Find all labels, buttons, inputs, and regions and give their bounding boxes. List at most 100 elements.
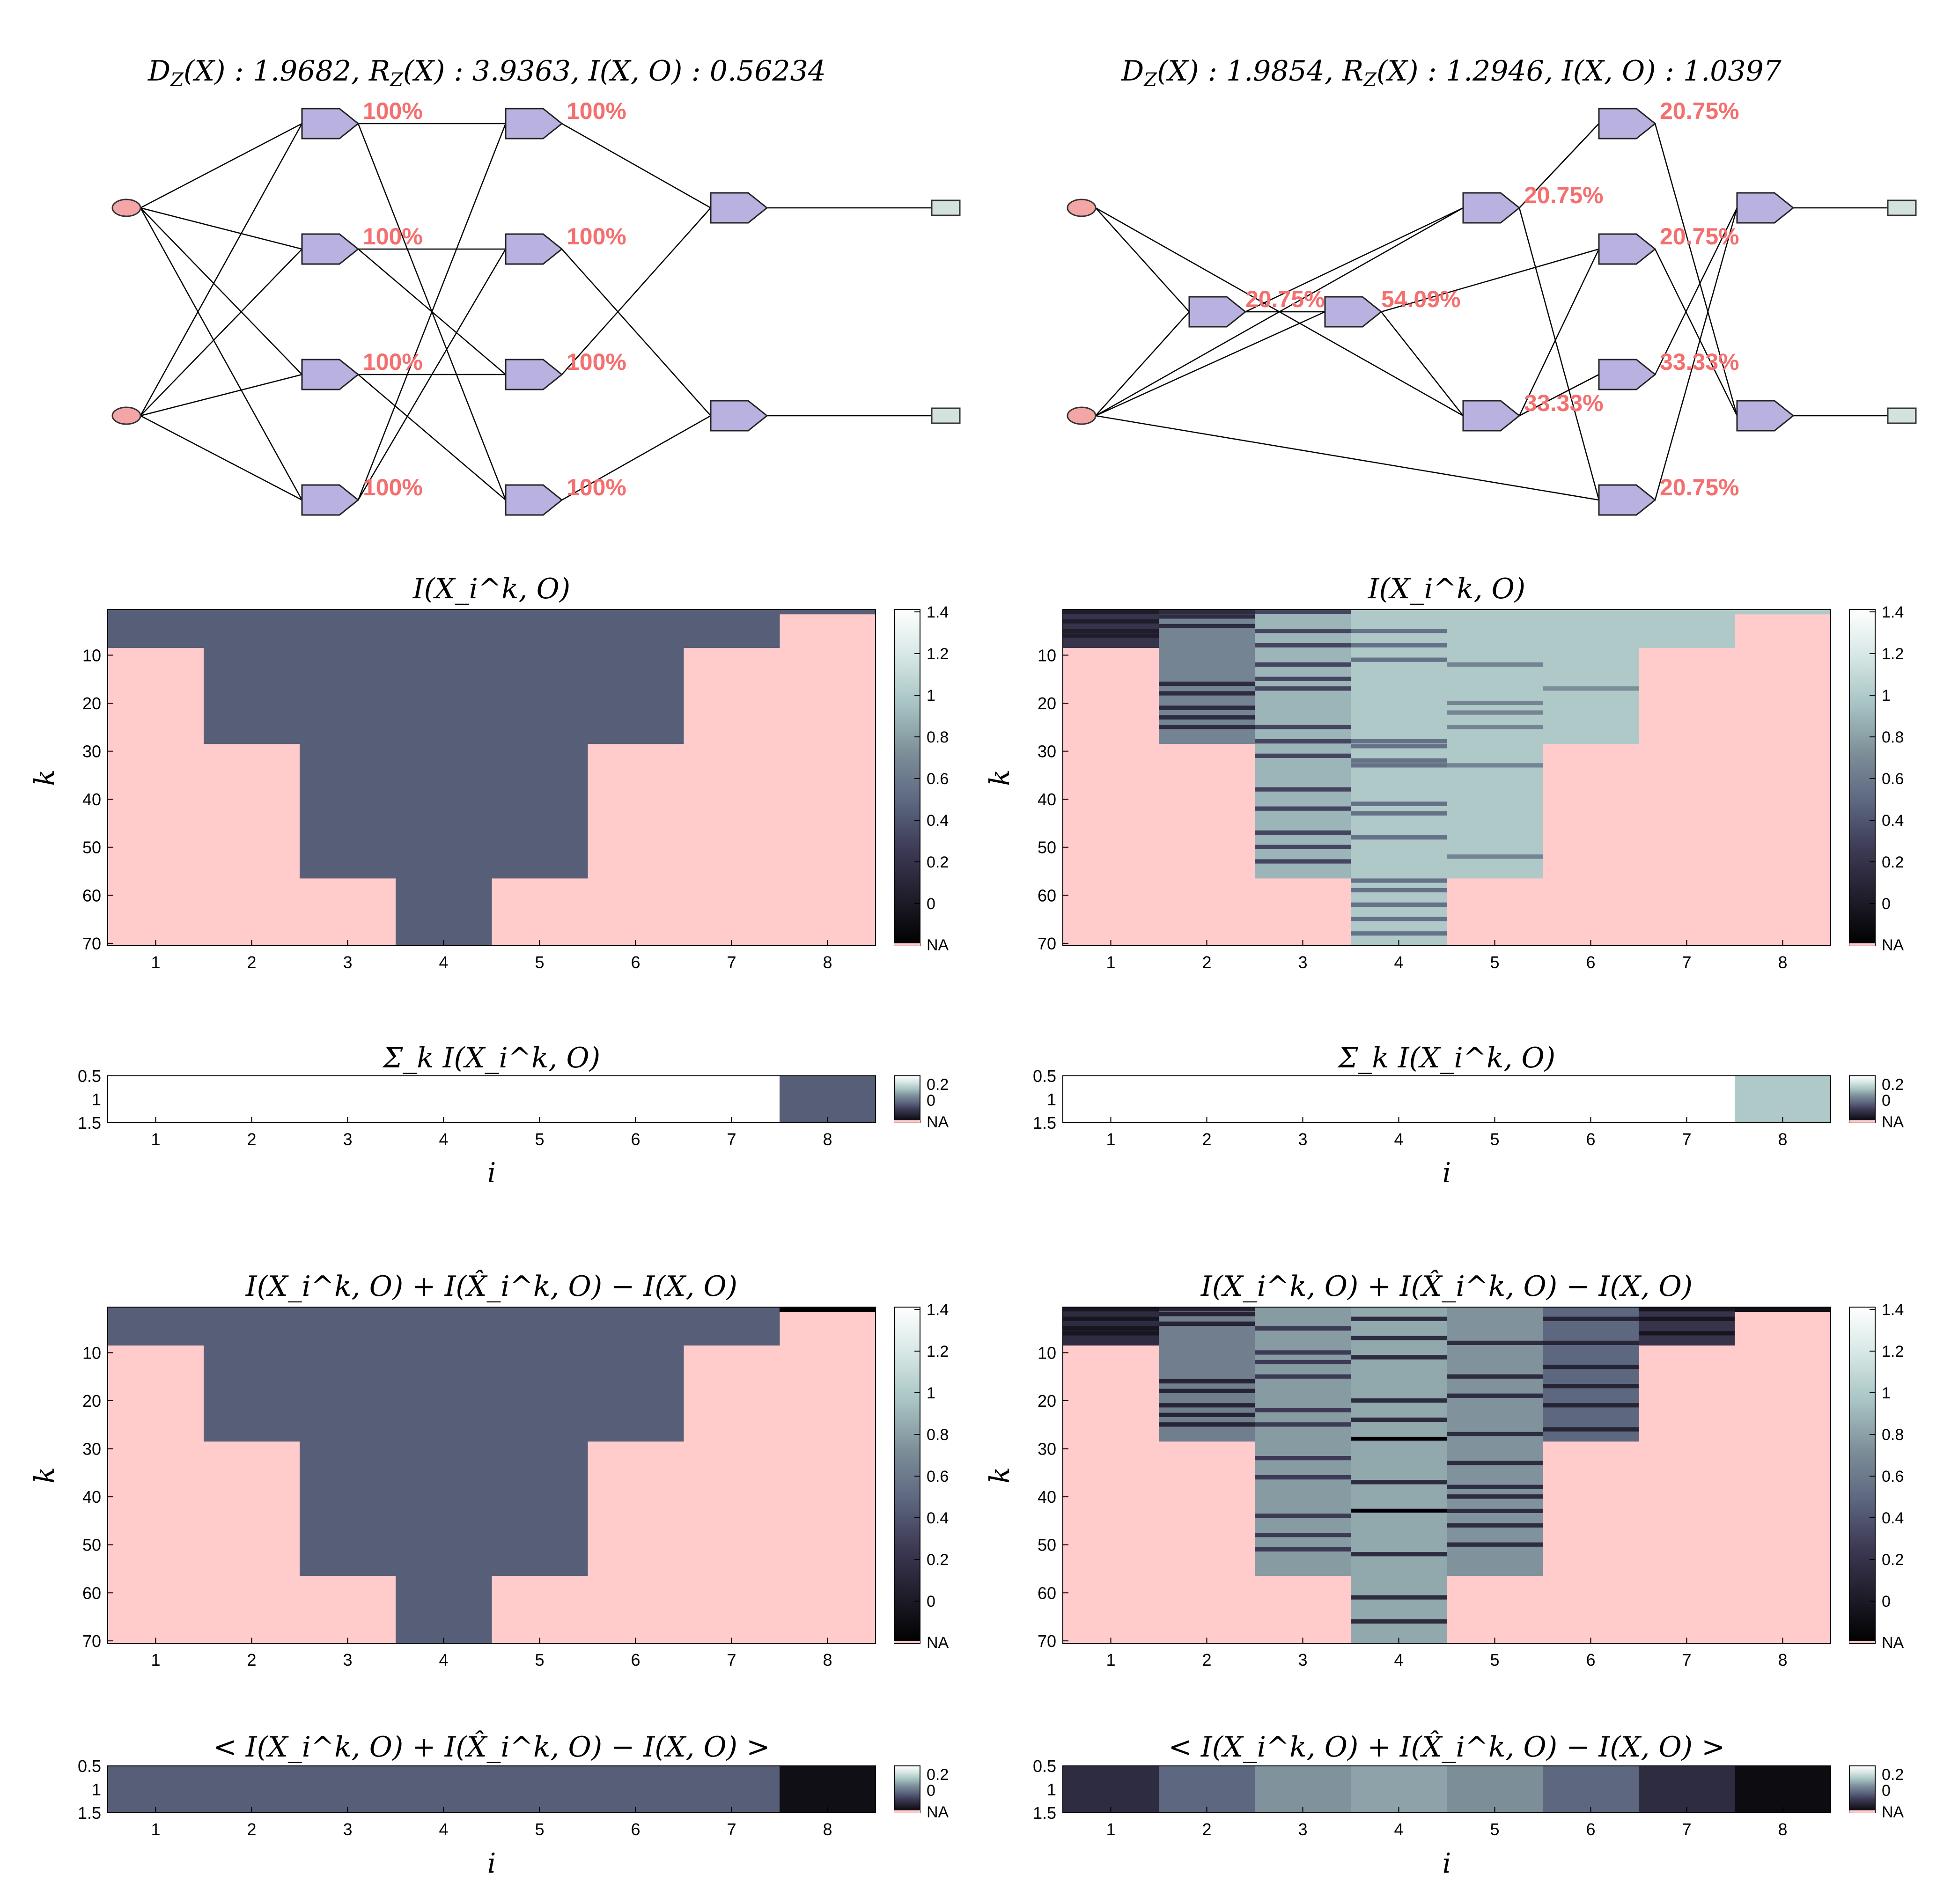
heatmap-cell xyxy=(1351,811,1447,816)
strip-cell xyxy=(1447,1076,1543,1123)
heatmap-column xyxy=(1735,610,1831,615)
x-tick-label: 3 xyxy=(1298,953,1307,972)
y-tick-label: 40 xyxy=(82,790,101,809)
colorbar-na-swatch xyxy=(1849,1641,1875,1643)
x-tick-label: 8 xyxy=(1778,953,1787,972)
heatmap-column xyxy=(300,610,396,879)
x-tick-label: 7 xyxy=(727,953,736,972)
hidden-node xyxy=(1736,192,1795,224)
x-tick-label: 5 xyxy=(535,1130,544,1149)
heatmap-cell xyxy=(1351,1619,1447,1624)
sum-title-right: Σ_k I(X_i^k, O) xyxy=(1337,1042,1555,1074)
strip-cell xyxy=(1447,1766,1543,1813)
strip-left-2 xyxy=(107,1075,876,1123)
colorbar: 0.20 NA xyxy=(1849,1075,1904,1131)
strip-cell xyxy=(1639,1076,1735,1123)
heatmap-cell xyxy=(1351,629,1447,633)
colorbar-tick-label: 0 xyxy=(1882,1593,1891,1610)
strip-cell xyxy=(684,1076,780,1123)
colorbar-tick-label: 0.2 xyxy=(927,853,949,871)
x-tick-label: 4 xyxy=(439,1130,448,1149)
network-edge xyxy=(140,207,302,375)
heatmap-cell xyxy=(1159,691,1255,696)
hidden-node xyxy=(505,484,563,516)
x-tick-label: 6 xyxy=(631,1650,640,1669)
colorbar-gradient xyxy=(1849,1307,1876,1644)
network-edge xyxy=(357,123,507,500)
heatmap-cell xyxy=(1159,1307,1255,1312)
network-edge xyxy=(1654,207,1738,500)
strip-cell xyxy=(1255,1766,1351,1813)
y-tick-label: 60 xyxy=(1038,886,1056,905)
heatmap-cell xyxy=(1351,801,1447,806)
y-tick-label: 50 xyxy=(82,1536,101,1555)
colorbar-gradient xyxy=(1849,609,1876,946)
hidden-node xyxy=(505,108,563,140)
x-tick-label: 3 xyxy=(1298,1130,1307,1149)
colorbar-na-swatch xyxy=(1849,1810,1875,1813)
x-tick-label: 2 xyxy=(247,1650,256,1669)
x-tick-label: 2 xyxy=(247,953,256,972)
x-tick-label: 5 xyxy=(535,1650,544,1669)
heatmap-cell xyxy=(1063,1316,1159,1321)
x-tick-label: 6 xyxy=(631,1820,640,1839)
strip-cell xyxy=(1735,1766,1831,1813)
strip-right-4 xyxy=(1062,1765,1831,1813)
heatmap-cell xyxy=(1351,1508,1447,1512)
node-percent-label: 100% xyxy=(567,349,626,375)
colorbar-na-swatch xyxy=(894,943,920,946)
x-tick-label: 7 xyxy=(1682,1820,1691,1839)
heatmap-cell xyxy=(1351,1417,1447,1422)
heatmap-cell xyxy=(1159,1389,1255,1393)
heatmap-cell xyxy=(1351,739,1447,744)
heatmap-cell xyxy=(1255,1374,1351,1379)
colorbar-na-swatch xyxy=(894,1810,920,1813)
x-tick-label: 8 xyxy=(823,1650,832,1669)
heatmap-cell xyxy=(1063,1326,1159,1331)
y-tick-label: 0.5 xyxy=(1033,1757,1056,1776)
colorbar: 0 0.2 0.4 0.6 0.8 1 1.2 1.4 NA xyxy=(894,1301,949,1652)
x-tick-label: 5 xyxy=(1490,1650,1499,1669)
heatmap-cell xyxy=(1255,662,1351,667)
y-tick-label: 1.5 xyxy=(1033,1803,1056,1823)
hidden-node xyxy=(1736,400,1795,432)
heatmap-column xyxy=(1543,1307,1639,1442)
x-tick-label: 8 xyxy=(1778,1650,1787,1669)
heatmap-cell xyxy=(1159,610,1255,614)
heatmap-cell xyxy=(1255,859,1351,864)
heatmap-cell xyxy=(1255,1326,1351,1331)
heatmap-cell xyxy=(1159,1379,1255,1384)
colorbar-tick-label: NA xyxy=(1882,1113,1904,1131)
heatmap-cell xyxy=(1543,686,1639,691)
colorbar-na-swatch xyxy=(1849,1120,1875,1123)
heatmap-right-1 xyxy=(1062,609,1831,946)
colorbar-gradient xyxy=(894,1075,920,1123)
colorbar-tick-label: 0.8 xyxy=(927,728,949,746)
network-edge xyxy=(140,249,302,416)
heatmap-cell xyxy=(1351,1355,1447,1360)
node-percent-label: 100% xyxy=(567,98,626,124)
heatmap-frame xyxy=(1062,1307,1831,1644)
colorbar-tick-label: 0 xyxy=(927,895,935,913)
network-edge xyxy=(1245,207,1464,313)
x-tick-label: 1 xyxy=(151,953,160,972)
y-tick-label: 20 xyxy=(1038,1391,1056,1411)
heatmap-cell xyxy=(1447,725,1543,729)
y-tick-label: 1 xyxy=(92,1780,101,1799)
y-tick-label: 50 xyxy=(1038,1536,1056,1555)
heatmap-column xyxy=(1543,610,1639,744)
heatmap-cell xyxy=(1159,1412,1255,1417)
strip-cell xyxy=(1063,1076,1159,1123)
output-node xyxy=(1887,407,1917,424)
heatmap-column xyxy=(1447,610,1543,879)
x-tick-label: 8 xyxy=(823,1130,832,1149)
x-tick-label: 7 xyxy=(1682,1650,1691,1669)
heatmap-cell xyxy=(1639,1316,1735,1321)
heatmap-cell xyxy=(1351,902,1447,907)
colorbar-na-swatch xyxy=(1849,943,1875,946)
heatmap-cell xyxy=(1063,1307,1159,1312)
heatmap-cell xyxy=(1447,1340,1543,1345)
network-edge xyxy=(1654,123,1738,416)
colorbar-tick-label: 0.2 xyxy=(927,1076,949,1094)
colorbar-gradient xyxy=(1849,1075,1876,1123)
